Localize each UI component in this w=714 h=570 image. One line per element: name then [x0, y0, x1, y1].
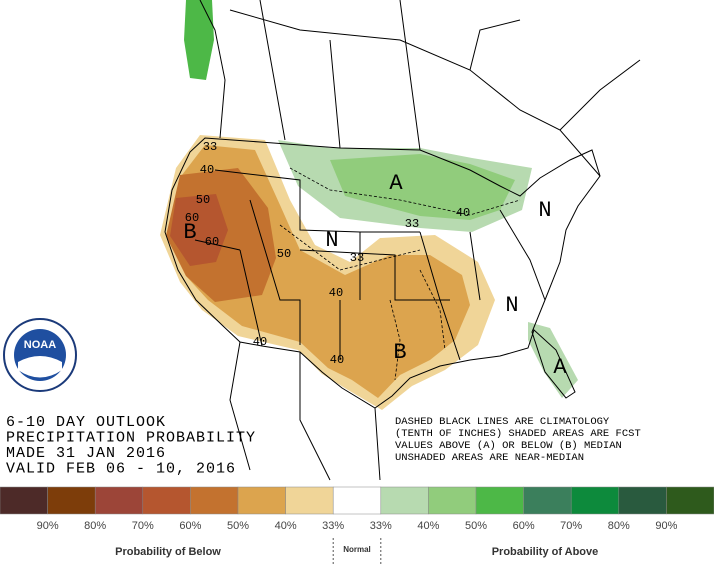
- legend: 90% 80% 70% 60% 50% 40% 33% 33% 40% 50% 60% 70% 80% 9…: [0, 486, 714, 566]
- header-line: MADE 31 JAN 2016: [6, 445, 166, 462]
- legend-label: 80%: [608, 520, 630, 532]
- legend-swatch: [618, 486, 667, 515]
- legend-normal: Normal: [343, 545, 371, 554]
- legend-label: 60%: [179, 520, 201, 532]
- legend-swatch: [0, 486, 48, 515]
- note-line: VALUES ABOVE (A) OR BELOW (B) MEDIAN: [395, 440, 622, 452]
- map-label: N: [325, 228, 338, 253]
- above-nw: [184, 0, 214, 80]
- legend-above: Probability of Above: [492, 546, 599, 558]
- map-label: B: [183, 220, 196, 245]
- above-fl: [528, 322, 578, 398]
- map-label: 60: [205, 235, 219, 249]
- legend-label: 40%: [417, 520, 439, 532]
- map-label: B: [393, 340, 406, 365]
- map-label: 40: [200, 163, 214, 177]
- legend-label: 90%: [37, 520, 59, 532]
- header-line: 6-10 DAY OUTLOOK: [6, 414, 166, 431]
- legend-swatch: [285, 486, 334, 515]
- legend-swatch: [666, 486, 714, 515]
- legend-swatch: [190, 486, 239, 515]
- above-40: [330, 154, 515, 220]
- note-line: UNSHADED AREAS ARE NEAR-MEDIAN: [395, 452, 584, 464]
- legend-label: 80%: [84, 520, 106, 532]
- map-label: 50: [277, 247, 291, 261]
- map-label: 33: [203, 140, 217, 154]
- legend-swatch: [47, 486, 96, 515]
- map-label: N: [538, 198, 551, 223]
- legend-label: 70%: [132, 520, 154, 532]
- map-label: 40: [456, 206, 470, 220]
- note-line: DASHED BLACK LINES ARE CLIMATOLOGY: [395, 416, 610, 428]
- legend-swatch: [523, 486, 572, 515]
- map-label: A: [553, 355, 567, 380]
- map-label: 60: [185, 211, 199, 225]
- note-line: (TENTH OF INCHES) SHADED AREAS ARE FCST: [395, 428, 641, 440]
- climatology: [279, 167, 521, 381]
- legend-label: 50%: [465, 520, 487, 532]
- map: [160, 0, 641, 481]
- legend-swatch: [142, 486, 191, 515]
- map-label: 40: [329, 286, 343, 300]
- legend-label: 60%: [513, 520, 535, 532]
- map-label: 33: [405, 217, 419, 231]
- header-line: PRECIPITATION PROBABILITY: [6, 430, 256, 447]
- legend-swatch: [237, 486, 286, 515]
- map-label: 50: [196, 193, 210, 207]
- legend-swatch: [94, 486, 144, 515]
- state-lines: [194, 169, 546, 361]
- legend-swatch: [570, 486, 620, 515]
- map-label: 40: [330, 353, 344, 367]
- map-label: 33: [350, 251, 364, 265]
- legend-swatch: [475, 486, 524, 515]
- legend-swatch: [380, 486, 429, 515]
- header-line: VALID FEB 06 - 10, 2016: [6, 461, 236, 478]
- map-label: N: [505, 293, 518, 318]
- canada-lines: [199, 0, 641, 177]
- legend-swatch: [332, 486, 382, 515]
- legend-label: 70%: [560, 520, 582, 532]
- map-label: A: [389, 171, 403, 196]
- mexico-lines: [229, 341, 381, 481]
- legend-label: 50%: [227, 520, 249, 532]
- below-60: [170, 194, 228, 266]
- us-outline: [164, 137, 601, 409]
- legend-label: 90%: [655, 520, 677, 532]
- legend-label: 33%: [322, 520, 344, 532]
- legend-label: 40%: [275, 520, 297, 532]
- map-label: 40: [253, 335, 267, 349]
- noaa-logo: NOAA: [3, 318, 77, 392]
- logo-text: NOAA: [24, 339, 56, 351]
- legend-swatch: [428, 486, 477, 515]
- legend-label: 33%: [370, 520, 392, 532]
- legend-below: Probability of Below: [115, 546, 221, 558]
